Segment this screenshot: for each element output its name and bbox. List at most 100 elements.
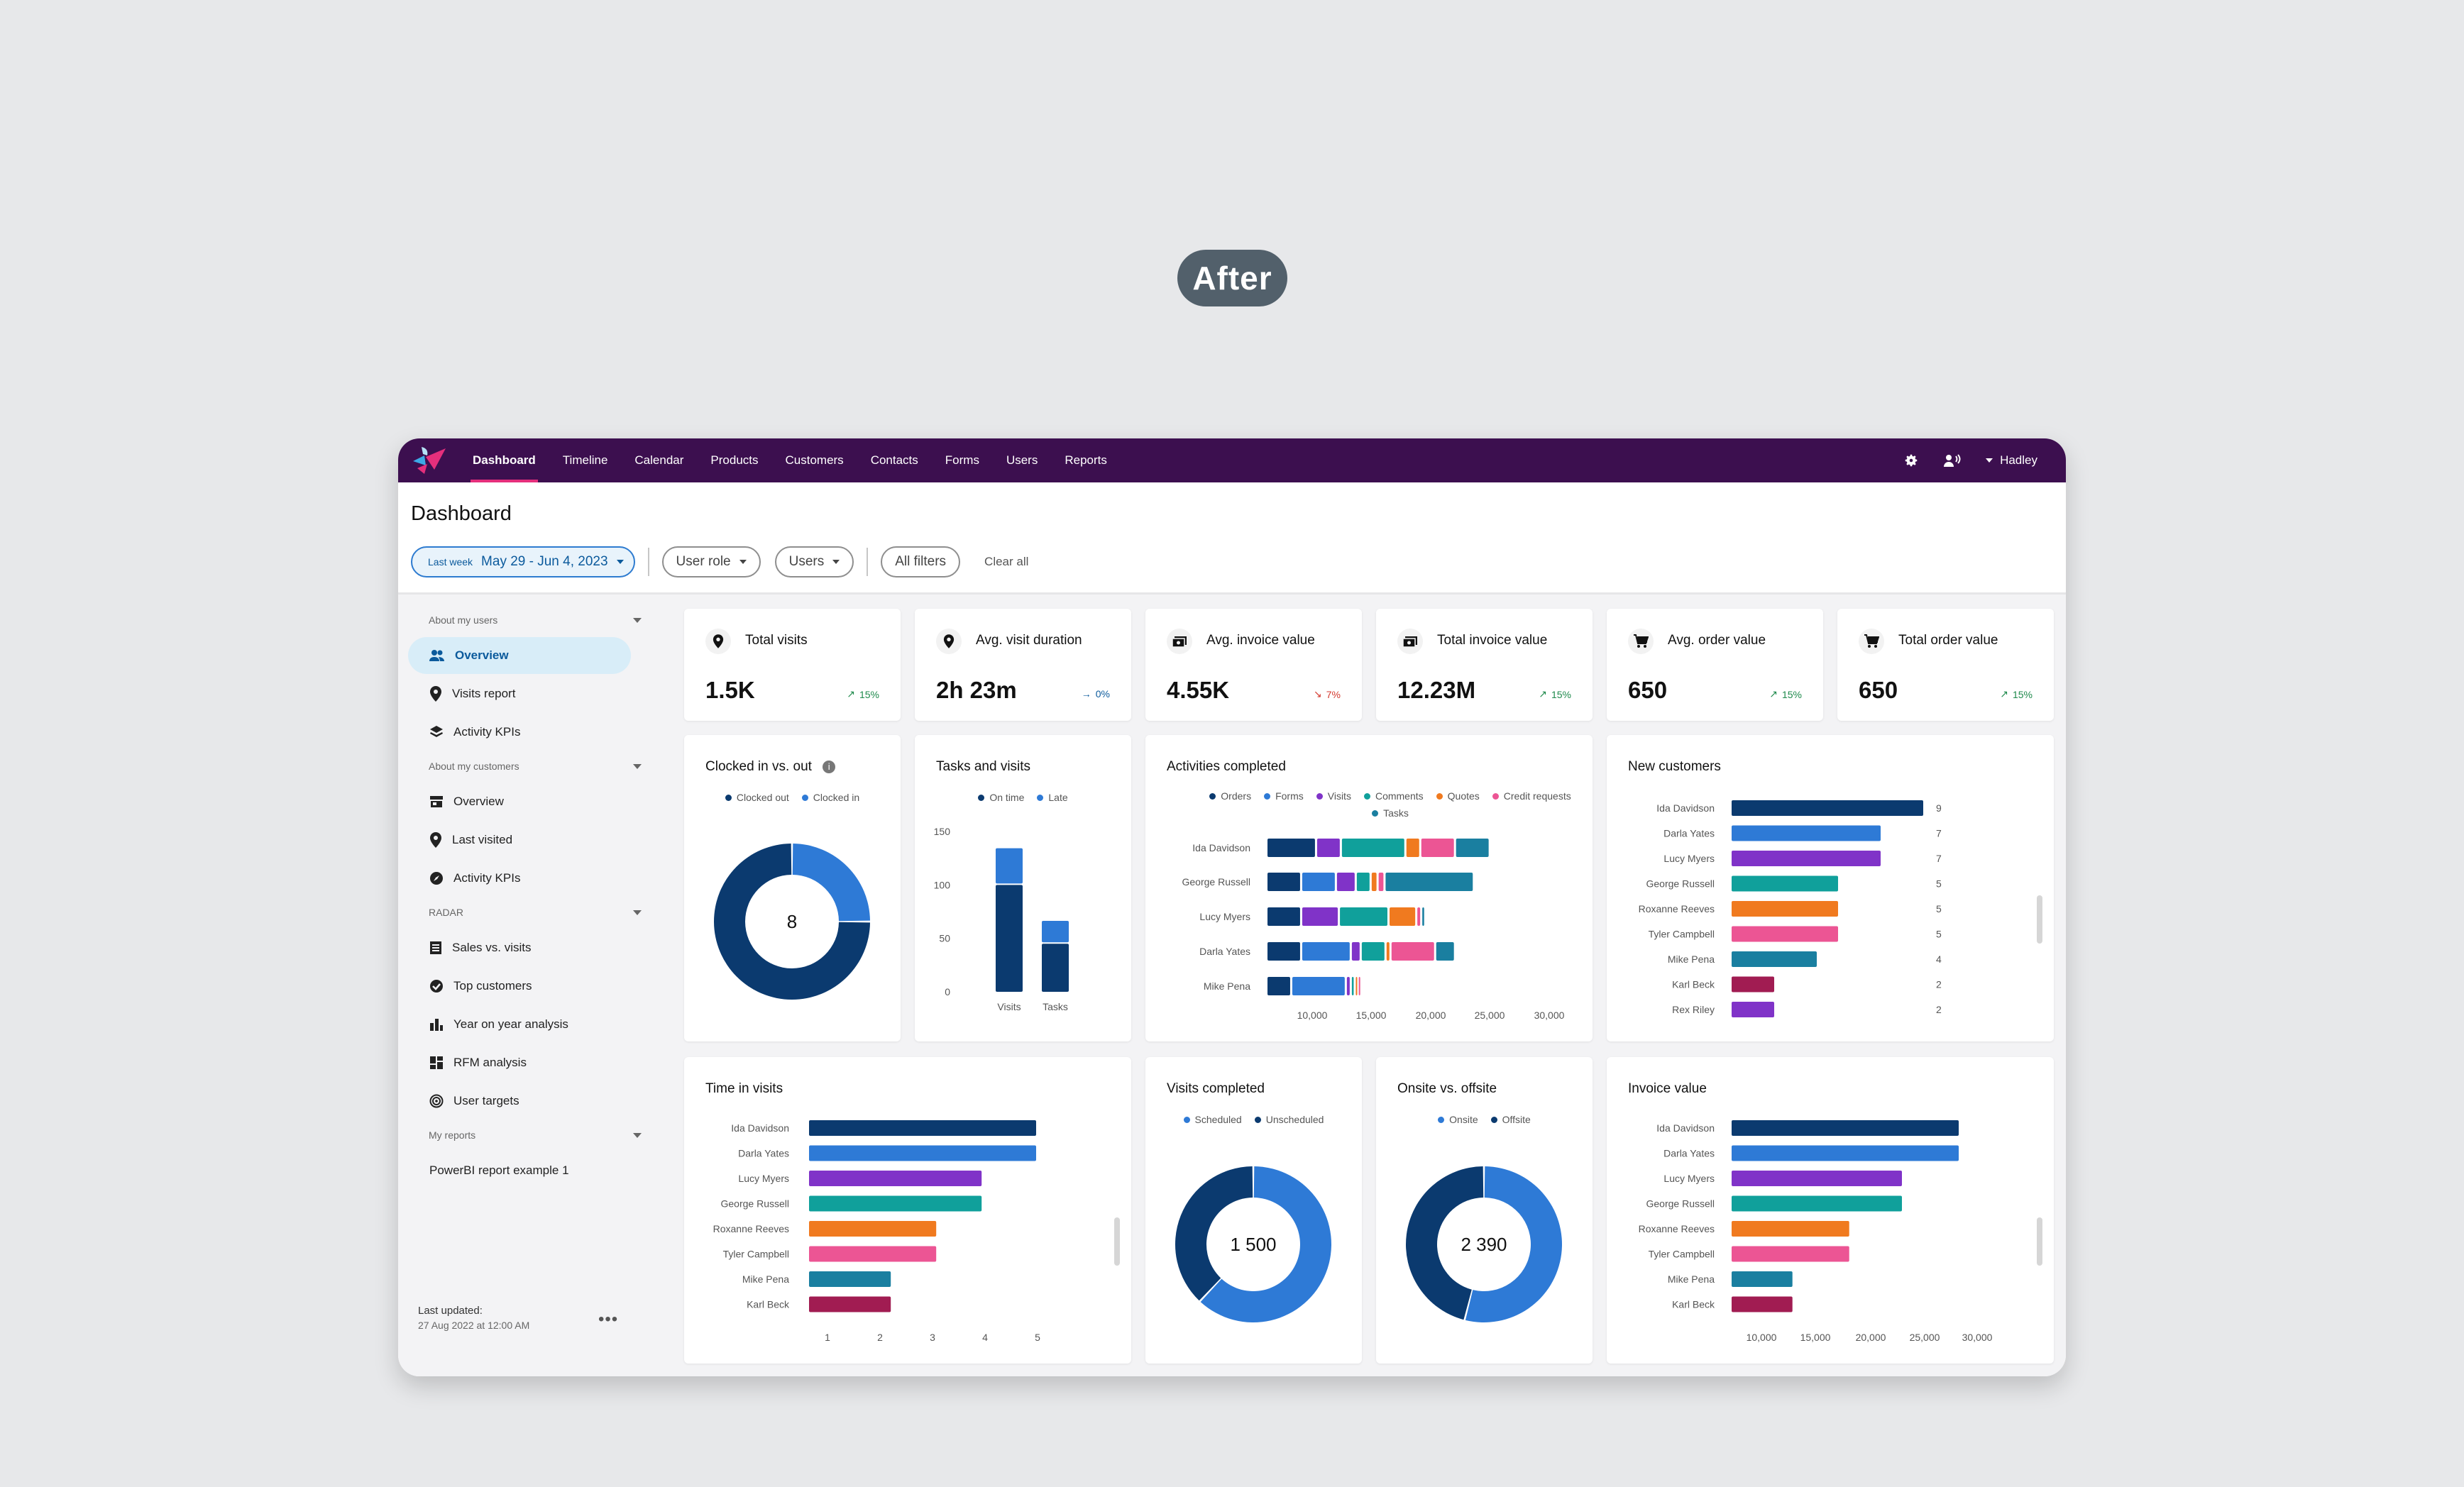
nav-dashboard[interactable]: Dashboard [459, 438, 549, 482]
bar [809, 1221, 937, 1237]
chevron-down-icon [832, 560, 840, 564]
bar [1732, 976, 1774, 993]
sidebar-item-powerbi-report[interactable]: PowerBI report example 1 [408, 1152, 631, 1189]
bar [809, 1271, 891, 1287]
stacked-bar-chart-tasks: 0 50 100 150 Visits Tasks [934, 826, 1069, 1012]
sidebar-item-top-customers[interactable]: Top customers [408, 968, 631, 1005]
card-clocked-in-out: Clocked in vs. out i Clocked out Clocked… [684, 735, 901, 1041]
bar-visits [1336, 873, 1355, 891]
info-icon[interactable]: i [823, 760, 836, 773]
sidebar-item-label: Top customers [453, 979, 532, 993]
section-about-users[interactable]: About my users [429, 614, 642, 626]
chevron-down-icon [739, 560, 747, 564]
sidebar-item-visits-report[interactable]: Visits report [408, 675, 631, 712]
bar [1732, 1002, 1774, 1017]
all-filters-button[interactable]: All filters [881, 546, 961, 577]
nav-products[interactable]: Products [710, 453, 759, 467]
sidebar: About my users Overview Visits report Ac… [398, 595, 669, 1376]
app-logo[interactable] [409, 443, 449, 478]
bar-comments [1340, 907, 1388, 926]
nav-contacts[interactable]: Contacts [870, 453, 918, 467]
sidebar-item-rfm-analysis[interactable]: RFM analysis [408, 1044, 631, 1081]
nav-customers[interactable]: Customers [785, 453, 844, 467]
bar [1732, 875, 1838, 892]
section-about-customers[interactable]: About my customers [429, 761, 642, 772]
chevron-down-icon [616, 560, 624, 564]
chevron-down-icon [633, 763, 642, 769]
sidebar-item-customers-overview[interactable]: Overview [408, 783, 631, 820]
scrollbar[interactable] [2037, 1217, 2042, 1266]
sidebar-item-users-overview[interactable]: Overview [408, 637, 631, 674]
bar-forms [1302, 942, 1350, 961]
nav-calendar[interactable]: Calendar [634, 453, 684, 467]
bar [1732, 1221, 1849, 1237]
y-tick-label: Ida Davidson [731, 1122, 789, 1134]
y-tick-label: 0 [945, 986, 950, 997]
x-tick-label: 30,000 [1534, 1010, 1565, 1021]
bar [1732, 901, 1838, 917]
bar-orders [1267, 977, 1290, 995]
bar-quotes [1371, 873, 1377, 891]
bar-quotes [1355, 977, 1358, 995]
users-label: Users [788, 554, 825, 569]
kpi-delta: ↗ 15% [1539, 688, 1571, 700]
chart-title: Invoice value [1628, 1081, 1707, 1096]
nav-users[interactable]: Users [1006, 453, 1038, 467]
section-label: About my customers [429, 761, 519, 772]
more-options-icon[interactable]: ••• [598, 1310, 619, 1329]
announcement-icon[interactable] [1943, 453, 1962, 468]
bar [1732, 1296, 1793, 1312]
x-tick-label: 20,000 [1856, 1332, 1886, 1343]
sidebar-item-year-on-year[interactable]: Year on year analysis [408, 1006, 631, 1043]
trend-flat-icon: → [1081, 688, 1091, 700]
users-filter[interactable]: Users [774, 546, 854, 577]
scrollbar[interactable] [2037, 895, 2042, 944]
divider [867, 548, 869, 576]
legend-label: Onsite [1449, 1114, 1478, 1125]
gear-icon[interactable] [1903, 453, 1919, 468]
kpi-title: Avg. visit duration [976, 633, 1082, 648]
chart-title: Tasks and visits [936, 759, 1031, 774]
section-my-reports[interactable]: My reports [429, 1129, 642, 1141]
sidebar-item-label: Activity KPIs [453, 871, 521, 885]
legend-label: Credit requests [1503, 790, 1571, 802]
sidebar-item-activity-kpis[interactable]: Activity KPIs [408, 714, 631, 751]
nav-forms[interactable]: Forms [945, 453, 979, 467]
kpi-card-avg-invoice-value: Avg. invoice value 4.55K ↘ 7% [1145, 609, 1362, 721]
nav-timeline[interactable]: Timeline [562, 453, 608, 467]
bar-comments [1361, 942, 1385, 961]
chart-title: Time in visits [705, 1081, 783, 1096]
bar-visits [1346, 977, 1350, 995]
page-title: Dashboard [411, 502, 512, 525]
sidebar-item-last-visited[interactable]: Last visited [408, 822, 631, 858]
kpi-value: 4.55K [1167, 677, 1230, 703]
sidebar-item-sales-vs-visits[interactable]: Sales vs. visits [408, 929, 631, 966]
nav-reports[interactable]: Reports [1065, 453, 1107, 467]
kpi-title: Total invoice value [1437, 633, 1548, 648]
date-range-filter[interactable]: Last week May 29 - Jun 4, 2023 [411, 546, 635, 577]
bar-comments [1341, 839, 1404, 857]
clear-all-button[interactable]: Clear all [984, 555, 1029, 568]
legend-item: Clocked out [725, 792, 789, 803]
section-radar[interactable]: RADAR [429, 907, 642, 918]
document-icon [430, 941, 441, 954]
y-tick-label: Lucy Myers [1663, 853, 1715, 864]
legend-item: Clocked in [801, 792, 859, 803]
legend-item: Tasks [1372, 807, 1409, 819]
sidebar-item-customer-activity-kpis[interactable]: Activity KPIs [408, 860, 631, 897]
user-role-filter[interactable]: User role [661, 546, 761, 577]
x-tick-label: 15,000 [1356, 1010, 1387, 1021]
user-menu[interactable]: Hadley [1986, 453, 2037, 468]
legend-label: Visits [1327, 790, 1351, 802]
scrollbar[interactable] [1114, 1217, 1120, 1266]
card-title: Clocked in vs. out i [705, 759, 836, 775]
card-time-in-visits: Time in visits Ida Davidson Darla Yates Lu… [684, 1057, 1131, 1364]
sidebar-item-user-targets[interactable]: User targets [408, 1083, 631, 1120]
sidebar-item-label: User targets [453, 1094, 519, 1107]
legend-label: Unscheduled [1265, 1114, 1324, 1125]
bar [1732, 1271, 1793, 1287]
target-icon [429, 1094, 444, 1108]
sidebar-item-label: Overview [455, 648, 509, 662]
dashboard-body: About my users Overview Visits report Ac… [398, 595, 2066, 1376]
bar [1732, 1195, 1902, 1212]
